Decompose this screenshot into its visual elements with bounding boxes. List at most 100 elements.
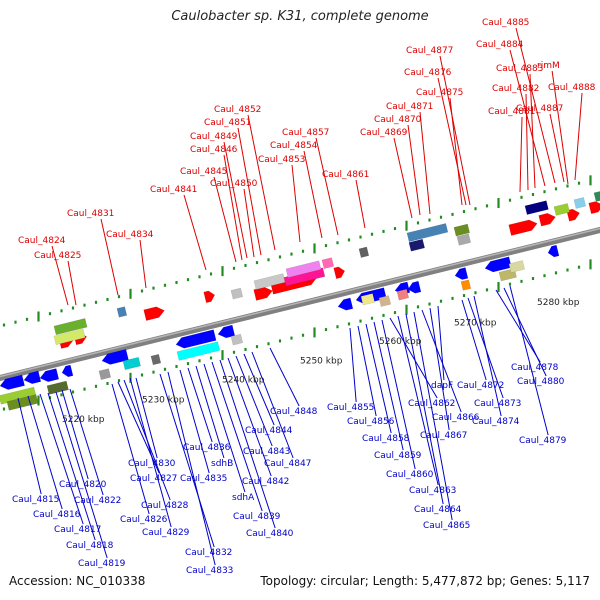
bottom-leader-line: [55, 391, 108, 559]
top-gene-label: Caul_4882: [492, 84, 539, 94]
bottom-leader-line: [421, 309, 462, 413]
gene-features: [0, 190, 600, 411]
genome-title: Caulobacter sp. K31, complete genome: [171, 9, 429, 24]
feature-shape: [360, 293, 376, 306]
reverse-gene-arrow: [454, 267, 469, 280]
feature-shape: [53, 318, 88, 336]
feature-shape: [53, 328, 86, 346]
feature-shape: [321, 257, 335, 269]
axis-label: 5260 kbp: [379, 337, 422, 347]
top-gene-label: Caul_4888: [548, 83, 596, 93]
top-gene-label: Caul_4857: [282, 128, 329, 138]
label-leader-lines: [17, 27, 583, 566]
bottom-leader-line: [251, 351, 294, 459]
top-leader-line: [574, 92, 583, 181]
top-gene-label: Caul_4871: [386, 102, 433, 112]
axis-label: 5270 kbp: [454, 319, 497, 329]
top-leader-line: [519, 116, 523, 193]
feature-shape: [150, 353, 162, 366]
top-leader-line: [393, 137, 413, 219]
annotation-box: [358, 246, 370, 258]
bottom-gene-label: Caul_4865: [423, 521, 470, 531]
axis-label: 5220 kbp: [62, 415, 105, 425]
gene-labels: Caul_4824 Caul_4825 Caul_4831 Caul_4834 Caul…: [12, 18, 596, 576]
annotation-box: [230, 287, 244, 300]
top-leader-line: [437, 77, 467, 206]
annotation-box: [573, 197, 587, 209]
top-leader-line: [223, 141, 248, 259]
reverse-gene-arrow: [407, 280, 422, 294]
axis-label: 5280 kbp: [537, 298, 580, 308]
feature-shape: [39, 368, 60, 383]
bottom-gene-label: Caul_4867: [420, 431, 467, 441]
annotation-box: [150, 353, 162, 366]
annotation-box: [396, 288, 410, 301]
bottom-leader-line: [219, 359, 276, 529]
reverse-gene-arrow: [547, 244, 560, 258]
top-gene-label: Caul_4850: [210, 179, 258, 189]
annotation-box: [116, 306, 128, 318]
annotation-box: [98, 368, 112, 381]
bottom-gene-label: Caul_4829: [142, 528, 190, 538]
backbone-highlight: [0, 227, 600, 378]
scale-labels: 5220 kbp 5230 kbp 5240 kbp 5250 kbp 5260 kbp…: [62, 298, 580, 425]
bottom-gene-label: Caul_4833: [186, 566, 233, 576]
top-leader-line: [315, 137, 339, 236]
top-leader-line: [183, 194, 207, 271]
bottom-leader-line: [227, 357, 272, 477]
feature-shape: [396, 288, 410, 301]
feature-shape: [378, 295, 392, 307]
bottom-leader-line: [503, 287, 547, 377]
reverse-gene-arrow: [0, 374, 25, 390]
top-leader-line: [291, 164, 301, 243]
bottom-gene-label: Caul_4817: [54, 525, 101, 535]
bottom-leader-line: [357, 325, 377, 417]
bottom-gene-label: Caul_4844: [245, 426, 293, 436]
feature-shape: [588, 201, 600, 215]
top-leader-line: [100, 218, 119, 296]
bottom-gene-label: Caul_4873: [474, 399, 521, 409]
bottom-gene-label: Caul_4847: [264, 459, 311, 469]
top-leader-line: [549, 113, 565, 183]
annotation-box: [6, 394, 39, 411]
top-leader-line: [515, 27, 556, 184]
bottom-leader-line: [17, 397, 42, 495]
reverse-gene-arrow: [39, 368, 60, 383]
top-gene-label: Caul_4861: [322, 170, 369, 180]
top-leader-line: [407, 124, 421, 216]
forward-gene-arrow: [508, 219, 538, 236]
bottom-leader-line: [389, 317, 438, 399]
annotation-box: [230, 333, 244, 346]
bottom-leader-line: [509, 285, 549, 436]
bottom-leader-line: [437, 305, 445, 381]
bottom-gene-label: Caul_4816: [33, 510, 81, 520]
annotation-box: [378, 295, 392, 307]
feature-shape: [101, 348, 129, 365]
feature-shape: [524, 200, 549, 215]
bottom-gene-label: Caul_4840: [246, 529, 294, 539]
top-gene-label: Caul_4875: [416, 88, 463, 98]
feature-shape: [98, 368, 112, 381]
feature-shape: [573, 197, 587, 209]
bottom-leader-line: [195, 365, 225, 459]
forward-gene-arrow: [588, 201, 600, 215]
top-leader-line: [525, 93, 529, 191]
top-gene-label: Caul_4876: [404, 68, 452, 78]
feature-shape: [566, 208, 581, 222]
bottom-gene-label: Caul_4842: [242, 477, 289, 487]
tick-marks: [2, 175, 592, 411]
feature-shape: [406, 223, 449, 243]
annotation-box: [508, 260, 525, 273]
feature-shape: [0, 374, 25, 390]
reverse-gene-arrow: [175, 329, 217, 349]
reverse-gene-arrow: [23, 370, 42, 385]
annotation-box: [122, 356, 141, 371]
top-gene-label: Caul_4854: [270, 141, 318, 151]
bottom-leader-line: [349, 327, 357, 403]
accession-label: Accession: NC_010338: [9, 574, 146, 588]
bottom-gene-label: Caul_4848: [270, 407, 318, 417]
top-gene-label: Caul_4887: [516, 104, 563, 114]
forward-gene-arrow: [203, 290, 216, 304]
top-leader-line: [529, 73, 536, 189]
